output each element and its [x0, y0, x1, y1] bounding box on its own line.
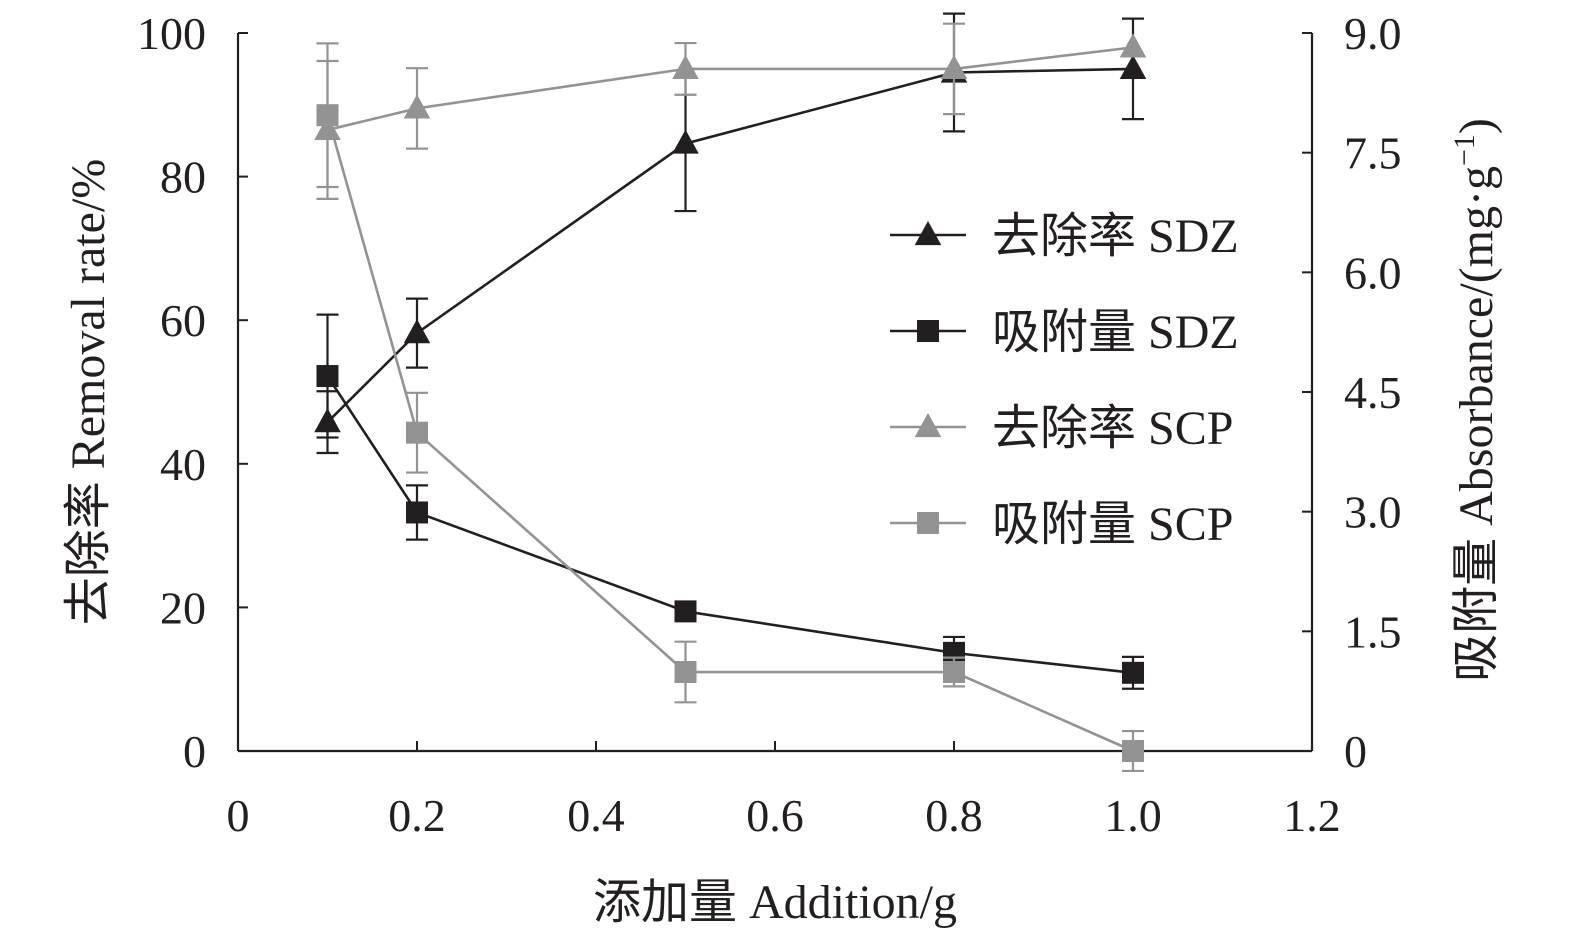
data-point-triangle: [940, 54, 968, 79]
data-point-triangle: [1119, 33, 1147, 58]
legend-item: 吸附量 SCP: [890, 498, 1233, 551]
legend-marker-square: [917, 320, 939, 342]
data-point-square: [406, 421, 428, 444]
data-point-square: [674, 600, 697, 623]
y-left-tick-label: 20: [160, 582, 206, 633]
x-tick-label: 0.2: [388, 790, 446, 841]
legend: 去除率 SDZ 吸附量 SDZ 去除率 SCP 吸附量 SCP: [890, 210, 1239, 551]
y-right-tick-label: 7.5: [1344, 128, 1402, 179]
y-left-tick-label: 60: [160, 295, 206, 346]
y-right-axis-title-sup: −1: [1448, 134, 1481, 166]
x-tick-label: 0.8: [925, 790, 983, 841]
y-left-tick-label: 80: [160, 152, 206, 203]
legend-item: 吸附量 SDZ: [890, 306, 1239, 359]
legend-label: 去除率 SDZ: [992, 210, 1239, 263]
y-left-axis-title: 去除率 Removal rate/%: [62, 159, 115, 626]
y-left-tick-label: 0: [183, 726, 206, 777]
data-point-square: [316, 104, 339, 127]
y-right-tick-label: 9.0: [1344, 8, 1402, 59]
legend-marker-square: [917, 512, 939, 534]
y-left-tick-label: 40: [160, 439, 206, 490]
legend-label: 吸附量 SCP: [992, 498, 1233, 551]
data-point-square: [674, 661, 697, 684]
x-tick-label: 1.0: [1104, 790, 1162, 841]
legend-marker-triangle: [914, 221, 942, 246]
legend-item: 去除率 SCP: [890, 402, 1233, 455]
legend-marker-triangle: [914, 413, 942, 438]
y-right-axis-title: 吸附量 Absorbance/(mg·g−1): [1448, 118, 1503, 682]
series-3: [314, 22, 1147, 200]
data-point-square: [943, 661, 965, 684]
data-point-triangle: [672, 129, 699, 154]
y-right-tick-label: 6.0: [1344, 247, 1402, 298]
series-line: [327, 46, 1134, 132]
y-right-axis-title-end: ): [1450, 118, 1503, 134]
data-point-square: [1122, 740, 1144, 762]
x-tick-label: 1.2: [1283, 790, 1341, 841]
series: [314, 12, 1147, 773]
axes: [236, 33, 1314, 753]
y-left-tick-label: 100: [137, 8, 206, 59]
ticks: 0 0.2 0.4 0.6 0.8 1.0 1.202040608010001.53.04.…: [137, 8, 1402, 841]
data-point-square: [1122, 661, 1144, 684]
y-right-axis-title-main: 吸附量 Absorbance/(mg·g: [1450, 166, 1503, 682]
data-point-triangle: [1119, 54, 1147, 79]
data-point-square: [406, 501, 428, 524]
data-point-triangle: [672, 54, 699, 79]
data-point-triangle: [403, 94, 431, 119]
y-right-tick-label: 3.0: [1344, 487, 1402, 538]
x-tick-label: 0.4: [567, 790, 625, 841]
y-right-tick-label: 4.5: [1344, 367, 1402, 418]
legend-label: 去除率 SCP: [992, 402, 1233, 455]
x-axis-title: 添加量 Addition/g: [593, 876, 957, 929]
data-point-square: [316, 365, 339, 388]
series-4: [316, 42, 1144, 773]
x-tick-label: 0.6: [746, 790, 804, 841]
y-right-tick-label: 1.5: [1344, 606, 1402, 657]
legend-item: 去除率 SDZ: [890, 210, 1239, 263]
y-right-tick-label: 0: [1344, 726, 1367, 777]
data-point-triangle: [403, 319, 431, 344]
legend-label: 吸附量 SDZ: [992, 306, 1239, 359]
x-tick-label: 0: [227, 790, 250, 841]
